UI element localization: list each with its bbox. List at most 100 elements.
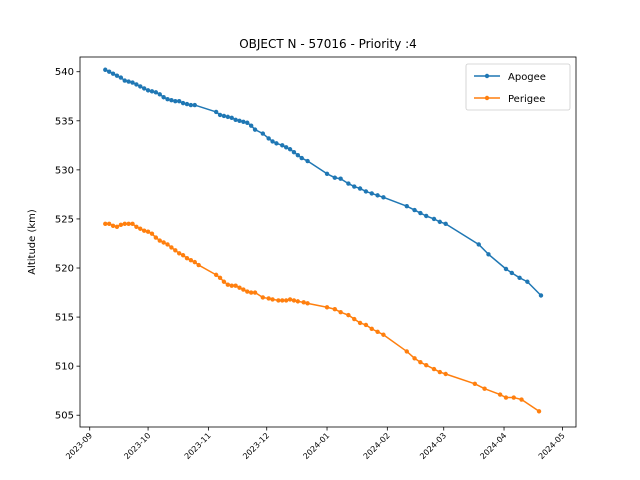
perigee-point (276, 298, 281, 303)
perigee-point (145, 229, 151, 234)
apogee-point (305, 158, 310, 164)
perigee-point (180, 253, 186, 258)
apogee-point (114, 73, 120, 78)
y-axis-title: Altitude (km) (27, 209, 38, 275)
apogee-legend-label: Apogee (508, 72, 546, 83)
perigee-point (165, 242, 170, 247)
apogee-point (369, 191, 374, 196)
perigee-point (424, 362, 429, 368)
apogee-point (233, 117, 238, 123)
perigee-point (173, 248, 178, 253)
perigee-point (192, 259, 197, 265)
perigee-point (122, 221, 127, 227)
apogee-point (180, 100, 186, 106)
apogee-point (217, 112, 223, 118)
apogee-point (509, 270, 515, 276)
perigee-point (437, 369, 443, 375)
perigee-point (352, 316, 357, 322)
perigee-point (266, 296, 271, 301)
perigee-point (188, 257, 194, 263)
apogee-point (141, 86, 147, 91)
perigee-point (149, 231, 155, 236)
apogee-point (103, 67, 108, 72)
apogee-point (270, 139, 275, 144)
perigee-point (283, 298, 289, 303)
y-tick-label: 505 (55, 411, 74, 422)
apogee-point (352, 184, 357, 189)
perigee-point (169, 245, 174, 250)
perigee-point (287, 297, 293, 302)
perigee-point (280, 298, 285, 303)
apogee-point (418, 210, 423, 216)
apogee-point (476, 242, 481, 247)
perigee-point (482, 386, 487, 391)
perigee-point (291, 298, 297, 303)
apogee-point (538, 293, 544, 298)
perigee-point (118, 222, 124, 228)
perigee-point (134, 224, 139, 229)
perigee-point (213, 272, 219, 278)
perigee-legend-marker (484, 95, 490, 101)
plot-area (103, 67, 544, 414)
apogee-point (157, 92, 162, 97)
perigee-point (357, 320, 363, 326)
apogee-point (245, 120, 250, 125)
apogee-point (221, 113, 227, 119)
apogee-point (266, 136, 271, 141)
perigee-point (431, 366, 437, 372)
apogee-point (299, 155, 304, 161)
perigee-point (472, 381, 478, 387)
perigee-point (237, 285, 242, 290)
apogee-point (248, 123, 254, 128)
perigee-point (157, 238, 162, 243)
apogee-point (525, 279, 530, 284)
perigee-point (346, 312, 351, 318)
chart-title: OBJECT N - 57016 - Priority :4 (239, 37, 417, 51)
perigee-point (196, 262, 201, 268)
apogee-point (517, 275, 522, 281)
apogee-point (134, 82, 139, 87)
apogee-point (486, 252, 491, 257)
y-tick-label: 510 (55, 362, 74, 373)
y-tick-label: 515 (55, 313, 74, 324)
y-tick-label: 530 (55, 165, 74, 176)
perigee-point (103, 221, 108, 227)
perigee-point (375, 329, 380, 334)
perigee-point (110, 223, 116, 229)
perigee-point (536, 409, 542, 414)
apogee-point (106, 69, 112, 74)
perigee-point (225, 282, 231, 287)
apogee-point (338, 176, 343, 181)
apogee-point (229, 115, 234, 121)
apogee-legend-marker (484, 73, 490, 79)
perigee-point (332, 307, 338, 312)
perigee-point (519, 397, 524, 402)
perigee-point (511, 395, 516, 400)
apogee-point (287, 147, 293, 152)
perigee-point (497, 392, 503, 397)
apogee-point (173, 98, 178, 104)
perigee-point (260, 295, 266, 300)
perigee-point (305, 301, 310, 306)
apogee-point (332, 175, 338, 180)
apogee-point (363, 189, 369, 194)
apogee-point (130, 80, 135, 85)
apogee-point (291, 150, 297, 155)
apogee-point (280, 143, 285, 148)
apogee-point (122, 78, 127, 83)
apogee-point (184, 101, 190, 107)
apogee-point (225, 114, 231, 120)
apogee-point (503, 266, 509, 272)
apogee-point (145, 88, 151, 93)
apogee-point (177, 98, 182, 104)
perigee-point (217, 275, 223, 281)
y-tick-label: 525 (55, 214, 74, 225)
apogee-point (188, 102, 194, 108)
apogee-point (126, 79, 131, 84)
apogee-point (237, 118, 242, 123)
perigee-point (221, 279, 227, 284)
perigee-point (248, 290, 254, 295)
apogee-point (431, 216, 437, 222)
perigee-point (363, 322, 369, 328)
y-tick-label: 540 (55, 67, 74, 78)
